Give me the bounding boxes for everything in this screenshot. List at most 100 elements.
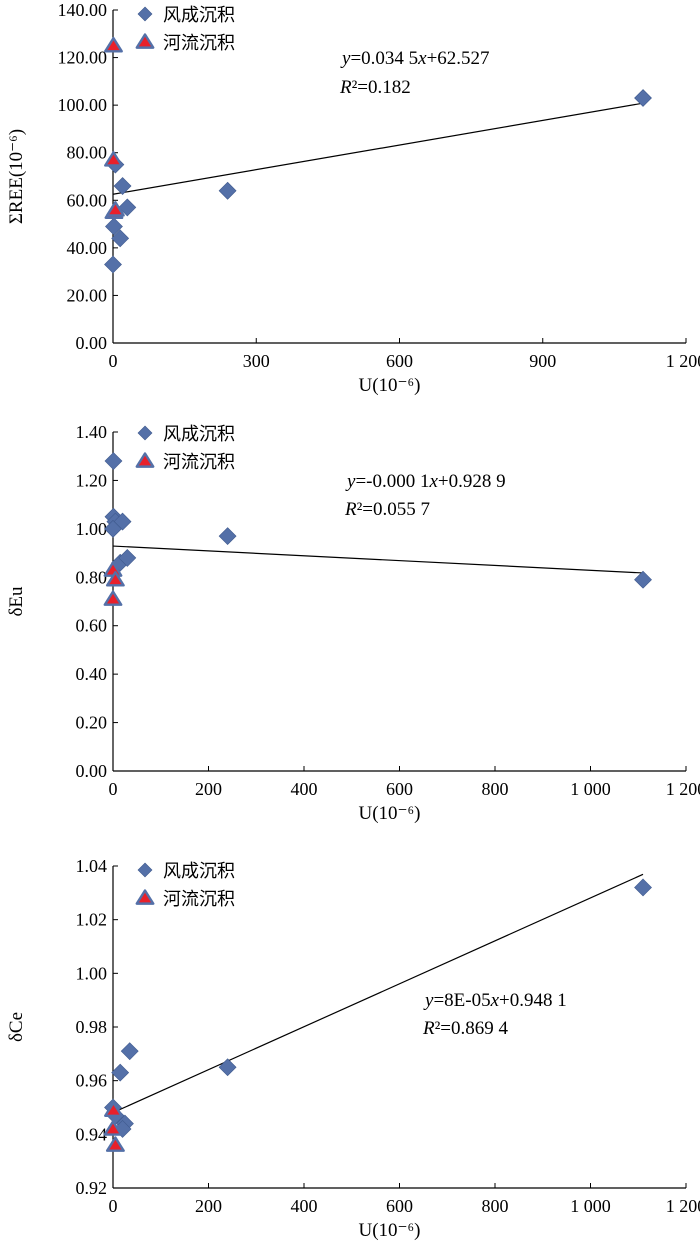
y-tick-label: 0.98 <box>76 1017 108 1037</box>
trend-line <box>112 102 644 195</box>
legend-label: 风成沉积 <box>163 5 235 25</box>
r-squared: R²=0.182 <box>339 77 411 98</box>
x-tick-label: 600 <box>386 1196 413 1216</box>
x-tick-label: 0 <box>109 779 118 799</box>
trend-equation: y=-0.000 1x+0.928 9 <box>345 471 506 492</box>
y-tick-label: 0.00 <box>76 761 108 781</box>
diamond-point <box>218 1058 237 1077</box>
legend-diamond-icon <box>137 6 153 22</box>
trend-equation: y=8E-05x+0.948 1 <box>423 990 567 1011</box>
y-tick-label: 0.20 <box>76 713 108 733</box>
y-tick-label: 100.00 <box>58 95 108 115</box>
diamond-point <box>634 878 652 897</box>
diamond-point <box>111 229 130 248</box>
chart-panel-1: 0.00 20.00 40.00 60.00 80.00 100.00 120.00 140.… <box>6 0 700 396</box>
x-tick-label: 1 000 <box>570 779 611 799</box>
y-tick-label: 0.92 <box>76 1178 108 1198</box>
x-axis-label: U(10⁻⁶) <box>358 803 420 824</box>
y-tick-label: 40.00 <box>67 238 108 258</box>
legend-triangle-icon <box>135 452 155 468</box>
y-tick-label: 120.00 <box>58 48 108 68</box>
x-tick-label: 600 <box>386 351 413 371</box>
x-tick-label: 900 <box>529 351 556 371</box>
triangle-point <box>103 590 123 606</box>
triangle-point <box>104 36 123 53</box>
x-tick-label: 600 <box>386 779 413 799</box>
x-tick-label: 1 200 <box>666 351 700 371</box>
x-tick-label: 1 200 <box>666 779 700 799</box>
x-tick-label: 0 <box>109 1196 118 1216</box>
legend-label: 河流沉积 <box>163 452 235 472</box>
y-tick-label: 140.00 <box>58 0 108 20</box>
legend-label: 风成沉积 <box>163 861 235 881</box>
x-tick-label: 300 <box>243 351 270 371</box>
x-tick-label: 200 <box>195 1196 222 1216</box>
diamond-point <box>104 255 122 274</box>
x-tick-label: 0 <box>109 351 118 371</box>
legend-diamond-icon <box>137 425 153 441</box>
x-tick-label: 1 200 <box>666 1196 700 1216</box>
y-tick-label: 0.94 <box>76 1124 108 1144</box>
diamond-point <box>634 570 652 589</box>
y-tick-label: 1.02 <box>76 910 108 930</box>
y-axis-label: ΣREE(10⁻⁶) <box>6 129 27 224</box>
chart-panel-3: 0.92 0.94 0.96 0.98 1.00 1.02 1.04 0 200 400 600 80… <box>6 856 700 1241</box>
x-axis-label: U(10⁻⁶) <box>358 375 420 396</box>
triangle-point <box>104 1101 123 1118</box>
diamond-point <box>218 181 237 200</box>
r-squared: R²=0.055 7 <box>344 499 430 520</box>
triangle-point <box>104 151 123 167</box>
y-tick-label: 80.00 <box>67 143 108 163</box>
y-tick-label: 60.00 <box>67 190 108 210</box>
legend-label: 风成沉积 <box>163 424 235 444</box>
trend-line <box>112 873 644 1114</box>
trend-line <box>112 545 644 574</box>
r-squared: R²=0.869 4 <box>422 1018 509 1039</box>
y-tick-label: 0.00 <box>76 333 108 353</box>
legend-triangle-icon <box>135 33 155 49</box>
y-tick-label: 1.40 <box>76 422 108 442</box>
y-tick-label: 0.60 <box>76 616 108 636</box>
y-tick-label: 0.40 <box>76 664 108 684</box>
y-tick-label: 1.20 <box>76 470 108 490</box>
x-tick-label: 1 000 <box>570 1196 611 1216</box>
diamond-point <box>105 217 123 236</box>
x-tick-label: 400 <box>291 779 318 799</box>
triangle-point <box>105 1136 125 1152</box>
y-tick-label: 0.96 <box>76 1071 108 1091</box>
x-tick-label: 800 <box>482 1196 509 1216</box>
x-tick-label: 800 <box>482 779 509 799</box>
diamond-point <box>218 527 237 546</box>
legend-label: 河流沉积 <box>163 889 235 909</box>
diamond-point <box>118 198 137 217</box>
y-tick-label: 0.80 <box>76 567 108 587</box>
diamond-point <box>634 89 652 107</box>
triangle-point <box>105 571 125 587</box>
diamond-point <box>111 1063 130 1082</box>
diamond-point <box>113 177 132 195</box>
y-tick-label: 20.00 <box>67 285 108 305</box>
x-axis-label: U(10⁻⁶) <box>358 1220 420 1241</box>
x-tick-label: 200 <box>195 779 222 799</box>
triangle-point <box>105 201 125 217</box>
y-tick-label: 1.00 <box>76 963 108 983</box>
diamond-point <box>104 519 122 538</box>
diamond-point <box>118 548 137 567</box>
x-tick-label: 400 <box>291 1196 318 1216</box>
y-tick-label: 1.00 <box>76 519 108 539</box>
legend-triangle-icon <box>135 889 155 905</box>
triangle-point <box>103 1120 123 1136</box>
legend-diamond-icon <box>137 862 153 878</box>
y-tick-label: 1.04 <box>76 856 108 876</box>
diamond-point <box>120 1042 139 1061</box>
y-axis-label: δCe <box>6 1012 27 1042</box>
trend-equation: y=0.034 5x+62.527 <box>340 48 490 69</box>
legend-label: 河流沉积 <box>163 33 235 53</box>
chart-panel-2: 0.00 0.20 0.40 0.60 0.80 1.00 1.20 1.40 0 200 400 6… <box>6 422 700 824</box>
diamond-point <box>104 452 123 470</box>
